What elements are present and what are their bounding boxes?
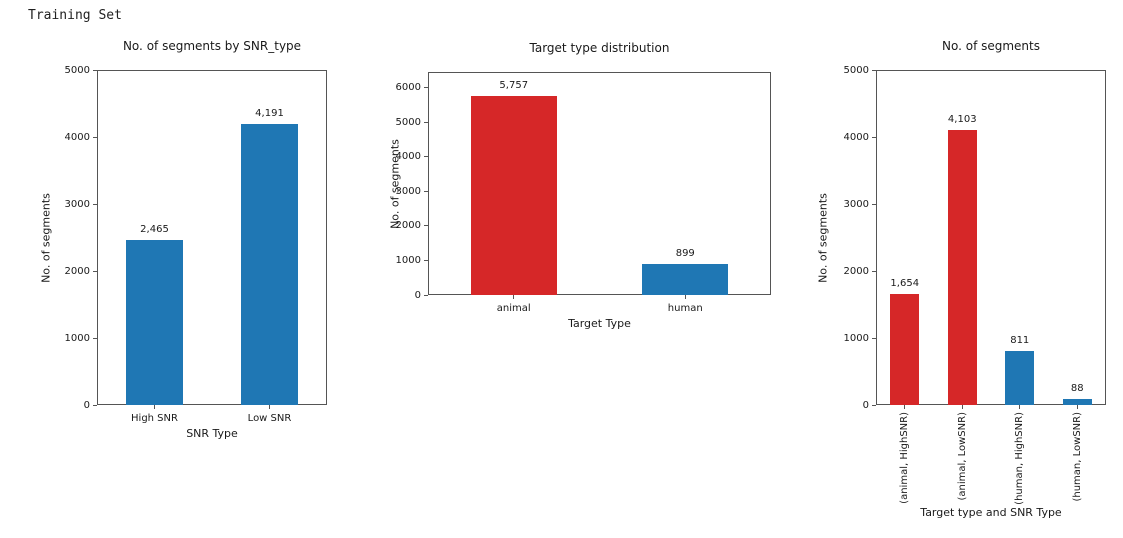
bar-value-label: 811 — [1010, 334, 1030, 346]
y-tick-mark — [93, 404, 97, 406]
y-tick-label: 1000 — [64, 332, 90, 344]
y-tick-mark — [93, 203, 97, 205]
x-tick-label: (human, HighSNR) — [1014, 412, 1026, 505]
y-tick-mark — [872, 136, 876, 138]
x-tick-mark — [1019, 405, 1021, 409]
bar — [470, 95, 557, 295]
x-tick-mark — [154, 405, 155, 409]
y-tick-label: 2000 — [64, 265, 90, 277]
y-tick-mark — [872, 203, 876, 205]
bar-value-label: 1,654 — [890, 278, 920, 290]
x-tick-label: (animal, LowSNR) — [956, 412, 968, 501]
y-tick-mark — [424, 156, 428, 158]
bar — [125, 239, 184, 405]
y-tick-label: 6000 — [395, 82, 421, 94]
bar — [642, 263, 729, 295]
x-tick-mark — [961, 405, 963, 409]
y-tick-mark — [872, 270, 876, 272]
y-tick-mark — [872, 404, 876, 406]
y-tick-label: 4000 — [843, 131, 869, 143]
x-tick-label: Low SNR — [247, 413, 292, 424]
y-tick-label: 0 — [414, 289, 421, 301]
y-tick-mark — [424, 225, 428, 227]
x-tick-label: (human, LowSNR) — [1071, 412, 1083, 502]
y-tick-label: 2000 — [395, 220, 421, 232]
y-tick-label: 3000 — [64, 198, 90, 210]
bar-value-label: 88 — [1070, 383, 1084, 395]
y-tick-label: 5000 — [64, 64, 90, 76]
x-axis-label: Target type and SNR Type — [920, 506, 1062, 519]
bar — [240, 124, 299, 405]
x-tick-label: High SNR — [131, 413, 178, 424]
y-tick-mark — [424, 259, 428, 261]
x-tick-mark — [904, 405, 906, 409]
y-tick-mark — [93, 136, 97, 138]
y-tick-mark — [93, 69, 97, 71]
y-tick-label: 5000 — [395, 116, 421, 128]
y-tick-label: 5000 — [843, 64, 869, 76]
chart-title: No. of segments by SNR_type — [122, 39, 302, 53]
y-tick-label: 3000 — [395, 185, 421, 197]
y-axis-label: No. of segments — [816, 192, 830, 283]
y-axis-label: No. of segments — [388, 138, 402, 229]
bar — [890, 294, 920, 405]
y-tick-label: 2000 — [843, 265, 869, 277]
y-tick-label: 3000 — [843, 198, 869, 210]
bar-value-label: 5,757 — [499, 79, 529, 91]
y-tick-label: 0 — [83, 399, 90, 411]
y-tick-mark — [93, 337, 97, 339]
y-tick-mark — [872, 69, 876, 71]
y-tick-label: 0 — [862, 399, 869, 411]
x-tick-mark — [513, 295, 515, 299]
x-tick-label: human — [667, 303, 703, 314]
bar-value-label: 4,191 — [255, 108, 284, 120]
y-tick-mark — [424, 190, 428, 192]
y-tick-mark — [93, 270, 97, 272]
y-axis-label: No. of segments — [39, 192, 53, 283]
chart-title: Target type distribution — [529, 41, 670, 55]
bar — [947, 130, 977, 405]
x-tick-label: (animal, HighSNR) — [899, 412, 911, 504]
y-tick-mark — [872, 337, 876, 339]
bar — [1005, 350, 1035, 405]
y-tick-label: 1000 — [395, 254, 421, 266]
x-tick-label: animal — [496, 303, 531, 314]
bar-value-label: 899 — [675, 247, 695, 259]
plot-area — [876, 70, 1106, 405]
bar — [1062, 399, 1092, 405]
y-tick-label: 1000 — [843, 332, 869, 344]
x-tick-mark — [684, 295, 686, 299]
y-tick-mark — [424, 121, 428, 123]
x-axis-label: Target Type — [568, 317, 631, 330]
bar-value-label: 2,465 — [140, 223, 169, 235]
figure-suptitle: Training Set — [28, 8, 122, 23]
x-axis-label: SNR Type — [186, 427, 238, 440]
x-tick-mark — [1076, 405, 1078, 409]
y-tick-mark — [424, 87, 428, 89]
chart-title: No. of segments — [941, 39, 1040, 53]
bar-value-label: 4,103 — [947, 114, 977, 126]
y-tick-mark — [424, 294, 428, 296]
y-tick-label: 4000 — [64, 131, 90, 143]
y-tick-label: 4000 — [395, 151, 421, 163]
x-tick-mark — [269, 405, 270, 409]
